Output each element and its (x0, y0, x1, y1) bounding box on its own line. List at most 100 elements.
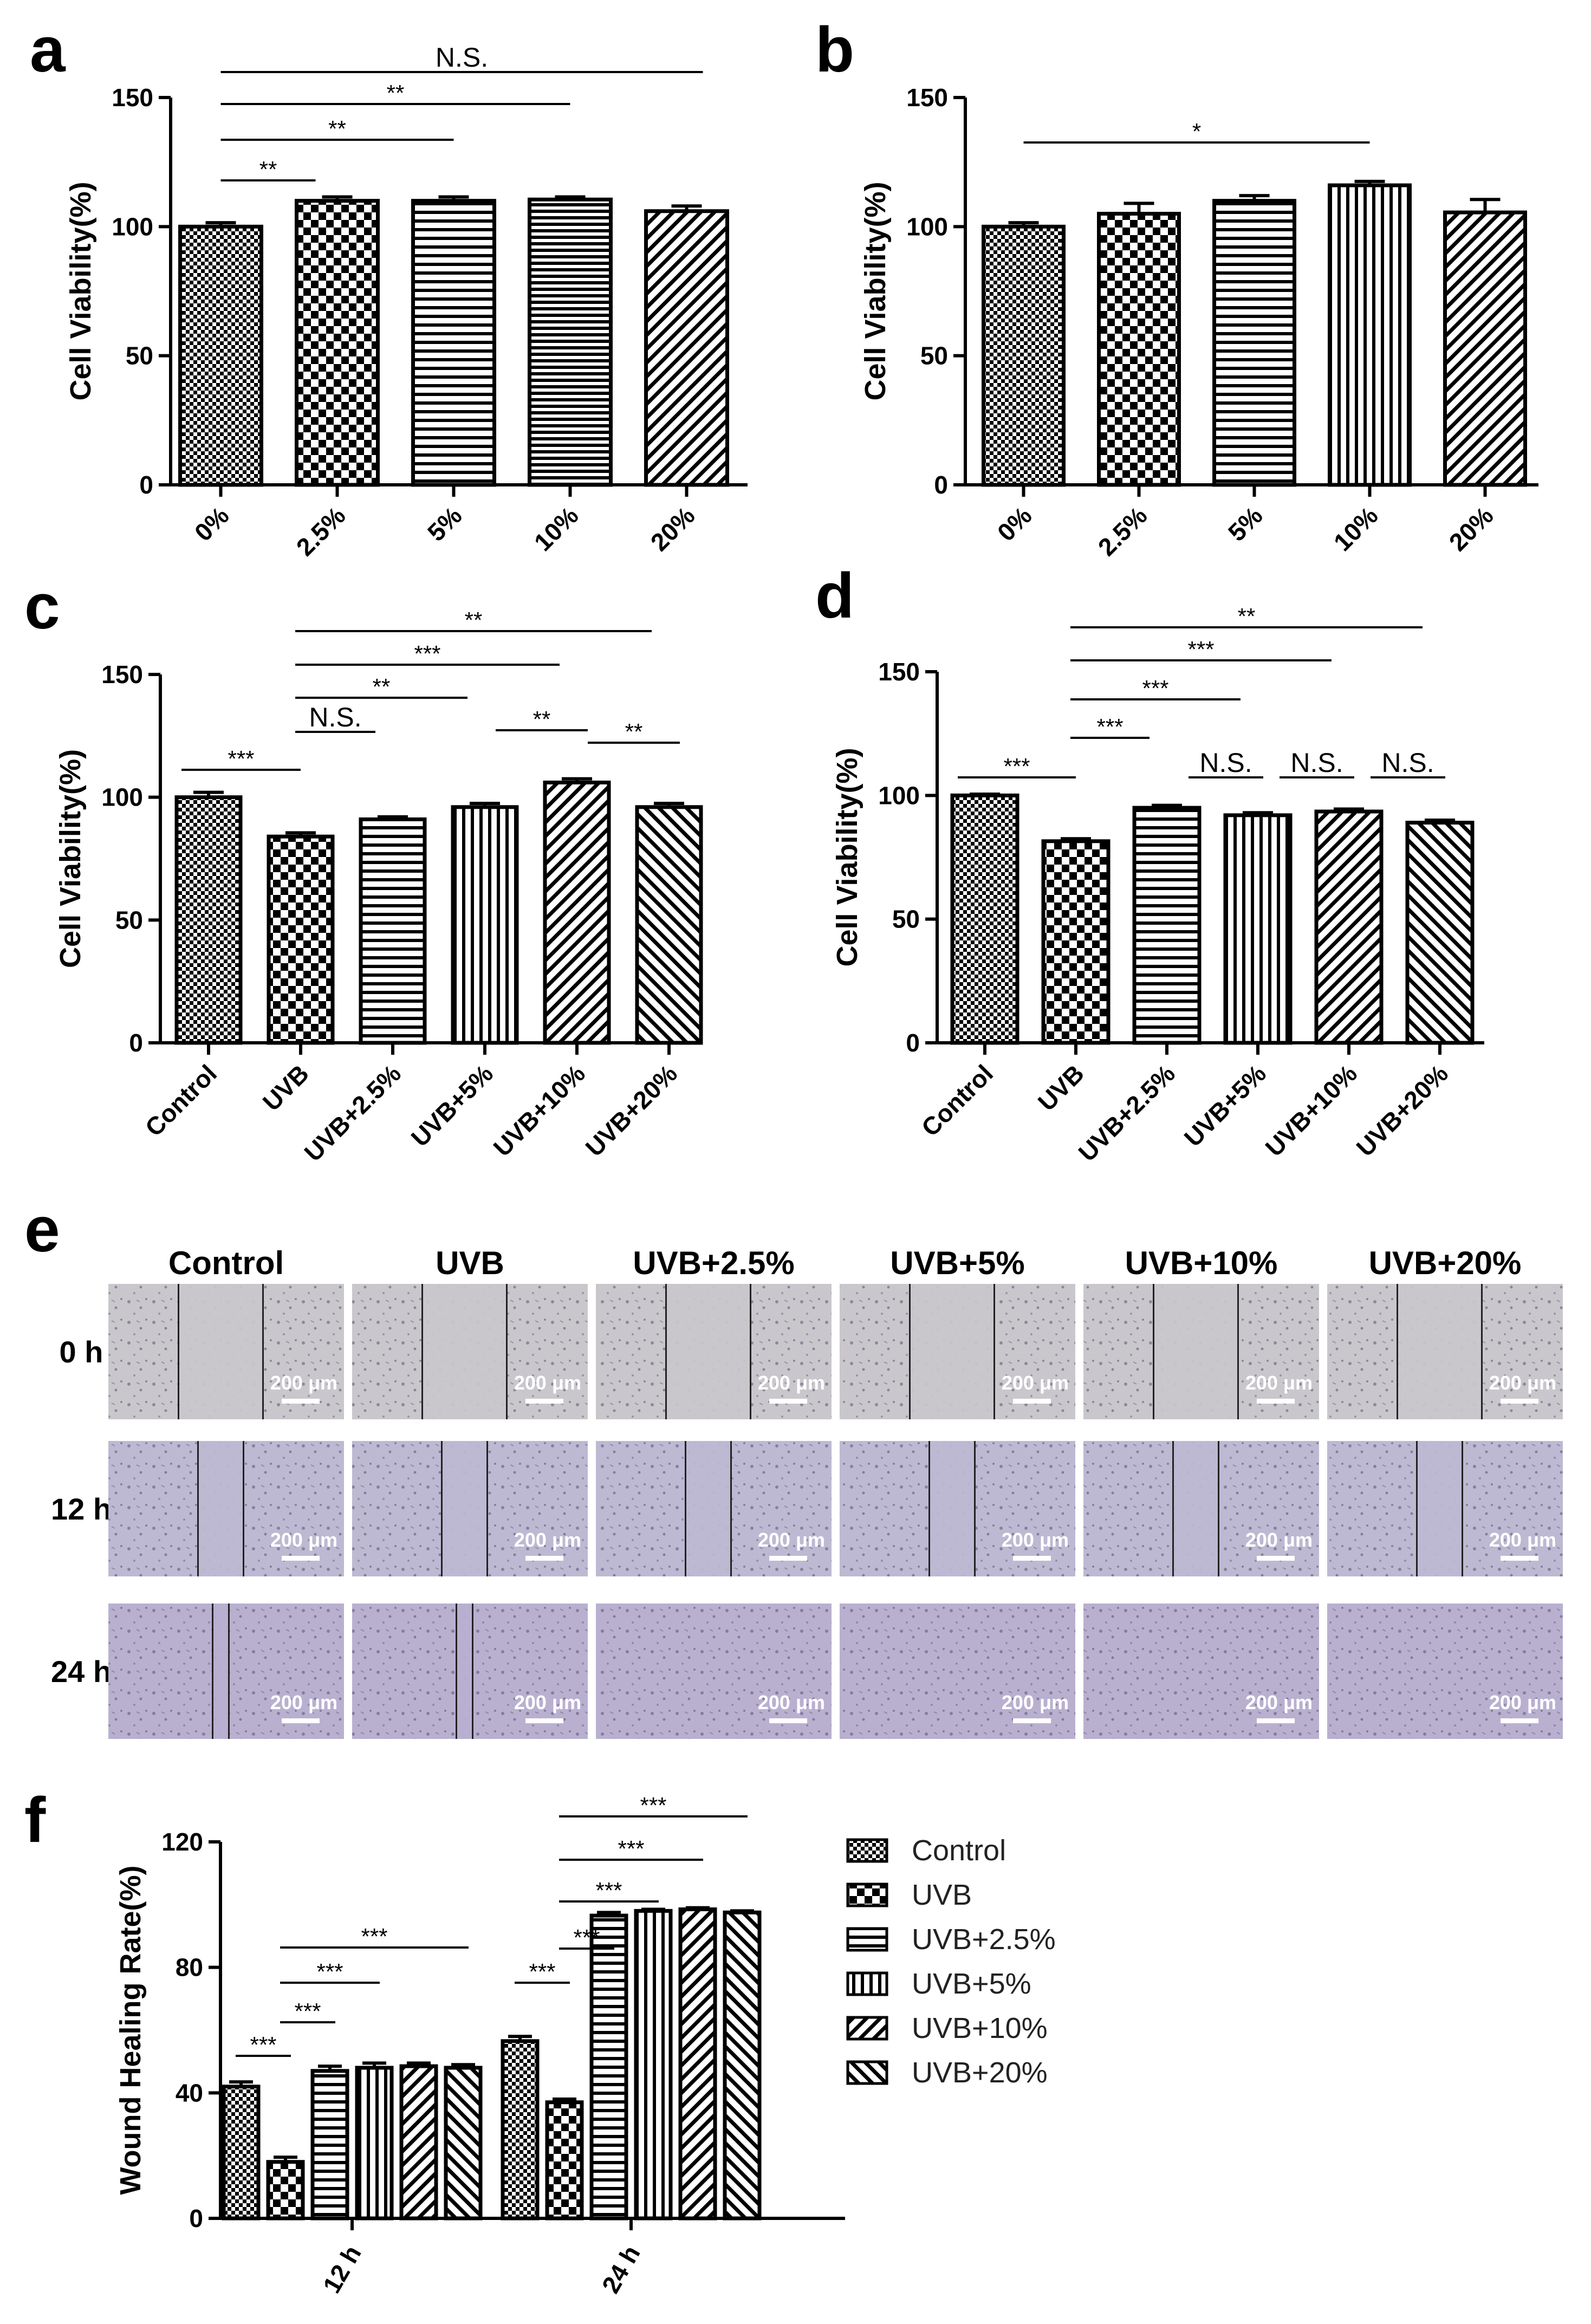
micrograph-tile: 200 μm (840, 1604, 1075, 1739)
bar (355, 2066, 394, 2221)
panel-label-d: d (815, 560, 854, 632)
significance-label: *** (618, 1836, 644, 1861)
y-tick-label: 100 (906, 212, 948, 241)
scale-bar (769, 1718, 807, 1723)
y-tick-label: 150 (878, 658, 920, 686)
significance-label: *** (595, 1878, 622, 1903)
legend-swatch (846, 1971, 888, 1996)
micrograph-tile: 200 μm (840, 1441, 1075, 1576)
x-tick-label: UVB+10% (488, 1059, 591, 1162)
significance-label: *** (294, 1998, 321, 2024)
legend-label: UVB+2.5% (912, 1923, 1056, 1956)
scale-bar-label: 200 μm (1002, 1372, 1069, 1394)
y-tick-label: 50 (892, 905, 920, 933)
bar (1041, 839, 1111, 1045)
micrograph-tile: 200 μm (1083, 1441, 1319, 1576)
bar (295, 199, 380, 487)
bar (1405, 821, 1475, 1045)
y-tick-label: 100 (878, 781, 920, 809)
scale-bar (1257, 1556, 1295, 1561)
micrograph-tile: 200 μm (108, 1441, 344, 1576)
significance-label: *** (1003, 754, 1030, 779)
bar (644, 209, 729, 487)
micrograph-tile: 200 μm (840, 1284, 1075, 1419)
scale-bar-label: 200 μm (1489, 1372, 1556, 1394)
scratch-gap (422, 1284, 507, 1419)
y-tick-label: 50 (115, 906, 143, 934)
x-tick-label: 20% (1444, 501, 1499, 556)
scratch-gap (456, 1604, 473, 1739)
legend-label: Control (912, 1834, 1006, 1867)
scale-bar (1501, 1718, 1538, 1723)
x-tick-label: UVB+2.5% (298, 1059, 406, 1167)
scratch-gap (1173, 1441, 1219, 1576)
bar (359, 817, 427, 1045)
y-tick-label: 0 (934, 471, 948, 499)
bar (267, 834, 335, 1045)
significance-label: N.S. (1199, 748, 1252, 778)
y-axis-label: Cell Viability(%) (831, 748, 863, 966)
scratch-gap (212, 1604, 229, 1739)
micrograph-column-header: Control (168, 1245, 284, 1281)
chart-f: 0 40 80 120 Wound Healing Rate(%) 12 h 24 h ***… (114, 1793, 845, 2298)
scale-bar (525, 1556, 563, 1561)
significance-label: *** (1096, 714, 1123, 739)
scale-bar (1013, 1556, 1051, 1561)
legend-label: UVB+5% (912, 1968, 1031, 2000)
legend-label: UVB (912, 1879, 972, 1911)
bar (635, 805, 703, 1045)
scale-bar-label: 200 μm (514, 1372, 581, 1394)
y-tick-label: 100 (101, 783, 143, 812)
y-tick-label: 50 (920, 342, 948, 370)
x-tick-label: 5% (422, 501, 467, 547)
y-tick-label: 0 (129, 1029, 143, 1057)
bar (399, 2064, 438, 2221)
y-axis-label: Wound Healing Rate(%) (114, 1865, 147, 2195)
significance-label: *** (361, 1924, 387, 1949)
significance-label: *** (1142, 676, 1168, 701)
panel-label-f: f (24, 1784, 46, 1856)
scratch-gap (685, 1441, 731, 1576)
micrograph-tile: 200 μm (108, 1284, 344, 1419)
scale-bar-label: 200 μm (758, 1529, 825, 1551)
micrograph-column-header: UVB (436, 1245, 504, 1281)
x-tick-label: 10% (1328, 501, 1384, 556)
x-tick-label: UVB (257, 1059, 314, 1116)
significance-label: *** (529, 1959, 555, 1984)
micrograph-tile: 200 μm (1327, 1604, 1563, 1739)
scale-bar-label: 200 μm (514, 1691, 581, 1713)
y-tick-label: 0 (139, 471, 153, 499)
scale-bar-label: 200 μm (270, 1691, 337, 1713)
scale-bar-label: 200 μm (1245, 1691, 1313, 1713)
scale-bar (1257, 1399, 1295, 1404)
legend-label: UVB+20% (912, 2056, 1048, 2089)
legend-swatch (846, 1838, 888, 1863)
significance-label: *** (414, 641, 440, 666)
y-tick-label: 150 (101, 660, 143, 689)
scale-bar-label: 200 μm (1489, 1529, 1556, 1551)
x-tick-label: Control (140, 1059, 222, 1141)
scale-bar-label: 200 μm (1002, 1529, 1069, 1551)
micrograph-cells (1327, 1604, 1563, 1739)
scale-bar (1257, 1718, 1295, 1723)
y-tick-label: 150 (906, 83, 948, 112)
bar (982, 224, 1066, 487)
significance-label: N.S. (1381, 748, 1434, 778)
micrograph-tile: 200 μm (352, 1441, 588, 1576)
scale-bar-label: 200 μm (1002, 1691, 1069, 1713)
y-tick-label: 120 (161, 1828, 203, 1856)
significance-label: *** (1187, 637, 1214, 662)
x-tick-label: UVB+2.5% (1073, 1059, 1180, 1167)
micrograph-tile: 200 μm (1327, 1284, 1563, 1419)
significance-label: *** (640, 1793, 666, 1818)
significance-label: *** (573, 1925, 600, 1950)
y-tick-label: 40 (176, 2079, 203, 2107)
x-tick-label: UVB (1032, 1059, 1089, 1116)
bar (310, 2069, 349, 2221)
scratch-gap (441, 1441, 488, 1576)
micrograph-cells (840, 1604, 1075, 1739)
x-tick-label: 20% (645, 501, 700, 556)
